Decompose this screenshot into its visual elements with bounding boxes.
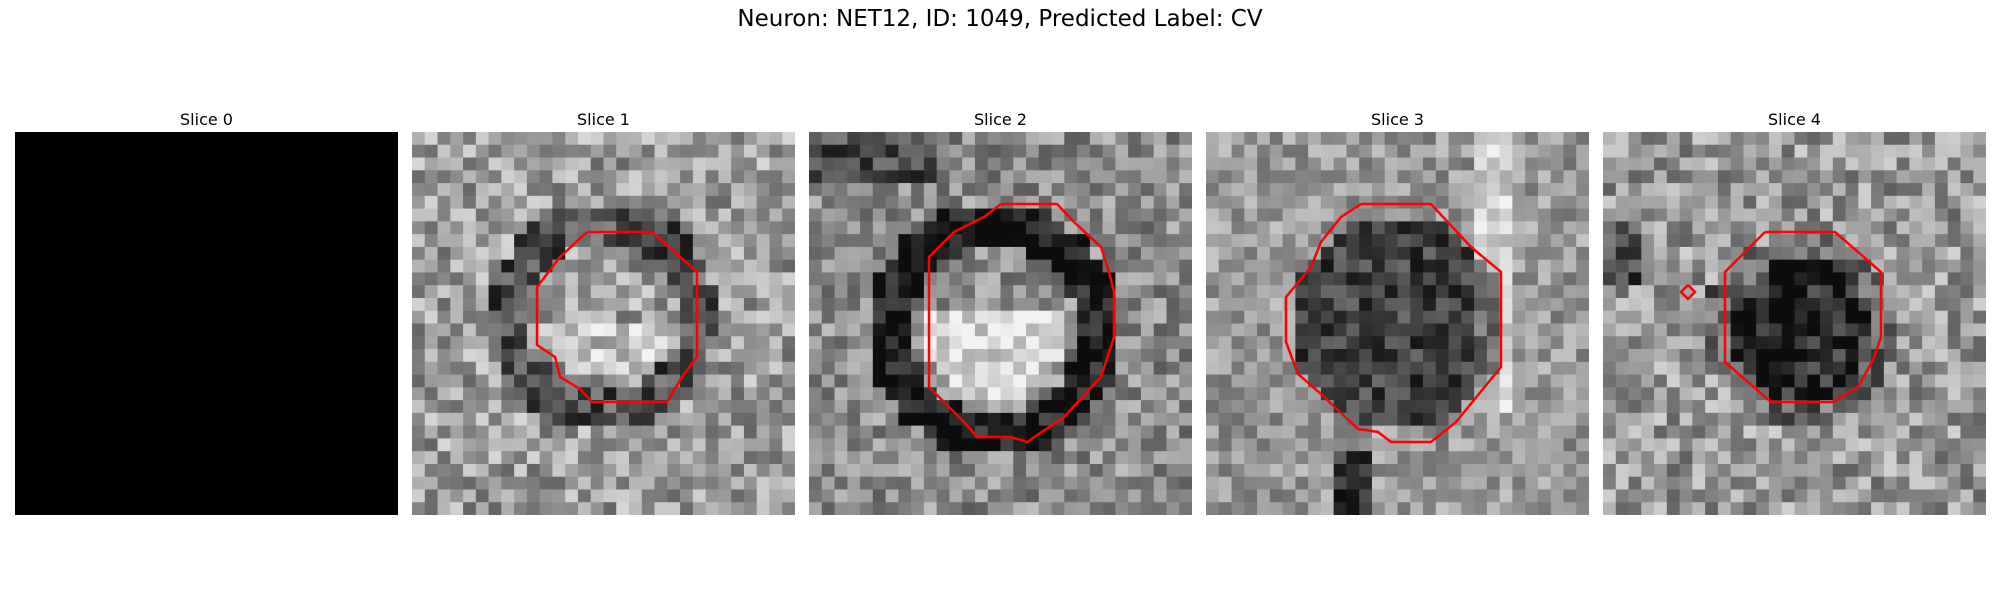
- slice-panel-3: Slice 3: [1206, 108, 1589, 515]
- slice-panel-0: Slice 0: [15, 108, 398, 515]
- slice-panel-4: Slice 4: [1603, 108, 1986, 515]
- red-contour-outline: [1723, 230, 1883, 404]
- slice-image-canvas: [412, 132, 795, 515]
- slice-panel-1: Slice 1: [412, 108, 795, 515]
- slice-title: Slice 3: [1371, 110, 1424, 129]
- slice-image-canvas: [1206, 132, 1589, 515]
- slice-image: [809, 132, 1192, 515]
- slice-image: [1603, 132, 1986, 515]
- blank-slice-fill: [15, 132, 398, 515]
- microscopy-pixel-grid: [809, 132, 1192, 515]
- slice-title: Slice 0: [180, 110, 233, 129]
- slice-panel-2: Slice 2: [809, 108, 1192, 515]
- slice-image: [1206, 132, 1589, 515]
- red-contour-outline: [927, 202, 1116, 444]
- slice-image: [412, 132, 795, 515]
- slice-title: Slice 1: [577, 110, 630, 129]
- microscopy-pixel-grid: [1603, 132, 1986, 515]
- red-diamond-contour: [1679, 284, 1697, 301]
- microscopy-pixel-grid: [1206, 132, 1589, 515]
- microscopy-pixel-grid: [412, 132, 795, 515]
- slice-image-canvas: [809, 132, 1192, 515]
- figure-title: Neuron: NET12, ID: 1049, Predicted Label…: [737, 6, 1263, 32]
- red-contour-outline: [535, 230, 699, 404]
- slice-title: Slice 2: [974, 110, 1027, 129]
- slice-image-canvas: [1603, 132, 1986, 515]
- slice-image: [15, 132, 398, 515]
- red-contour-outline: [1284, 202, 1503, 444]
- slice-image-canvas: [15, 132, 398, 515]
- slice-title: Slice 4: [1768, 110, 1821, 129]
